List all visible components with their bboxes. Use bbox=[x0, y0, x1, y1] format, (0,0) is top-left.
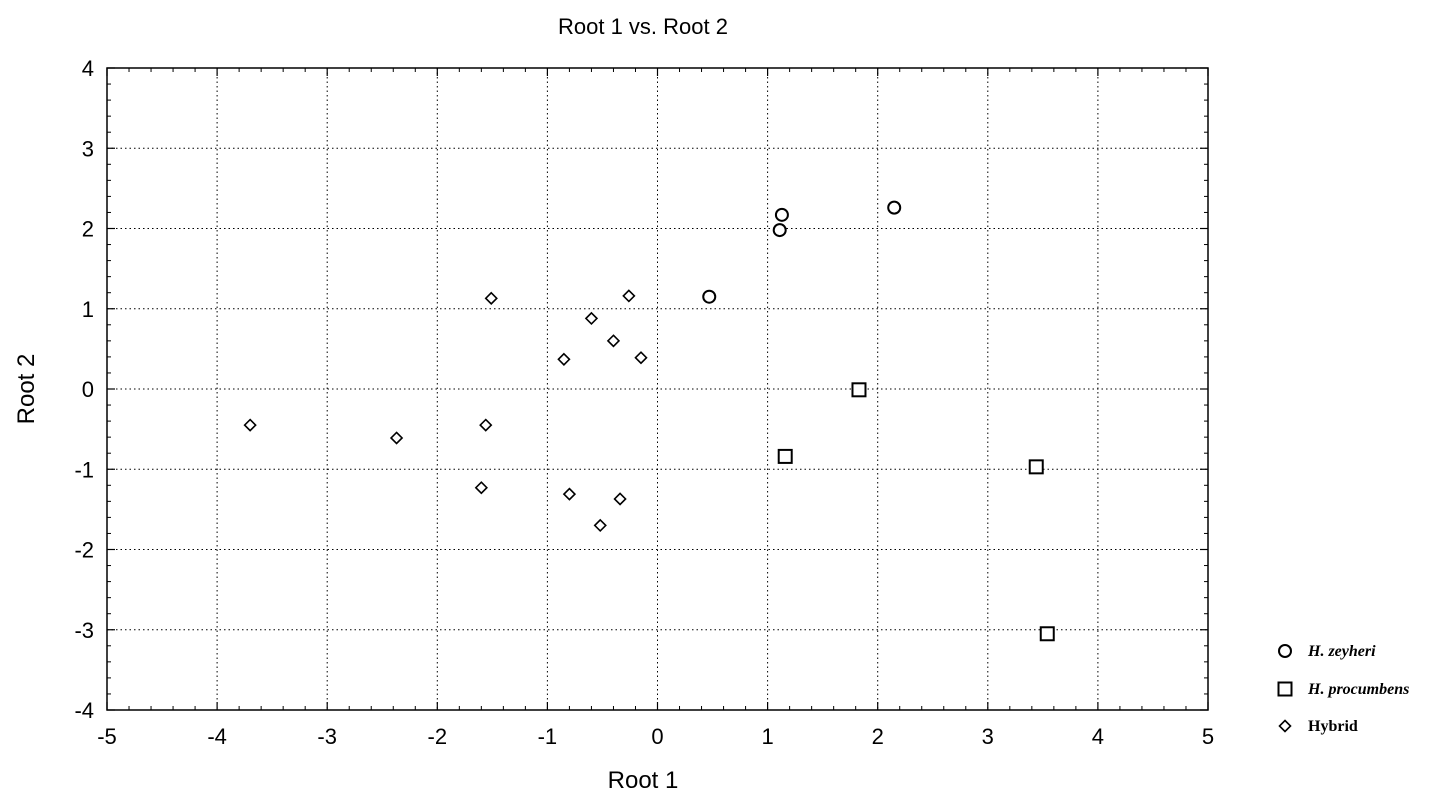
x-tick-label: -4 bbox=[207, 724, 227, 749]
square-point bbox=[777, 448, 793, 464]
y-tick-label: 0 bbox=[82, 377, 94, 402]
y-tick-label: -4 bbox=[74, 698, 94, 723]
diamond-point bbox=[562, 487, 577, 501]
y-tick-label: 2 bbox=[82, 217, 94, 242]
y-tick-label: 1 bbox=[82, 297, 94, 322]
chart-title: Root 1 vs. Root 2 bbox=[558, 14, 728, 39]
y-axis-tick-labels: -4 -3 -2 -1 0 1 2 3 4 bbox=[74, 56, 94, 723]
x-axis-tick-labels: -5 -4 -3 -2 -1 0 1 2 3 4 5 bbox=[97, 724, 1214, 749]
series-circle bbox=[702, 200, 902, 304]
legend-marker-diamond bbox=[1278, 719, 1292, 733]
diamond-point bbox=[622, 289, 636, 303]
series-square bbox=[777, 382, 1055, 642]
x-tick-label: 5 bbox=[1202, 724, 1214, 749]
circle-point bbox=[887, 200, 902, 215]
square-point bbox=[851, 382, 867, 398]
x-tick-label: 0 bbox=[651, 724, 663, 749]
y-tick-label: 3 bbox=[82, 136, 94, 161]
x-tick-label: -2 bbox=[428, 724, 448, 749]
legend-item: H. zeyheri bbox=[1278, 643, 1376, 660]
legend-item: Hybrid bbox=[1278, 718, 1358, 735]
series-diamond bbox=[243, 289, 648, 533]
legend-item: H. procumbens bbox=[1277, 681, 1409, 698]
square-point bbox=[1028, 459, 1044, 475]
grid bbox=[107, 68, 1208, 710]
x-tick-label: -3 bbox=[317, 724, 337, 749]
diamond-point bbox=[479, 418, 493, 432]
diamond-point bbox=[557, 352, 571, 366]
x-tick-label: 1 bbox=[761, 724, 773, 749]
y-axis-title: Root 2 bbox=[13, 354, 40, 425]
y-tick-label: -3 bbox=[74, 618, 94, 643]
diamond-point bbox=[593, 518, 607, 533]
circle-point bbox=[702, 289, 717, 304]
diamond-point bbox=[606, 334, 621, 348]
y-tick-label: -2 bbox=[74, 538, 94, 563]
x-tick-label: -1 bbox=[538, 724, 558, 749]
diamond-point bbox=[634, 351, 648, 365]
legend-marker-circle bbox=[1278, 644, 1292, 658]
x-tick-label: -5 bbox=[97, 724, 117, 749]
x-tick-label: 4 bbox=[1092, 724, 1104, 749]
diamond-point bbox=[613, 492, 627, 506]
diamond-point bbox=[584, 311, 599, 326]
diamond-point bbox=[243, 418, 257, 432]
square-point bbox=[1039, 626, 1055, 642]
legend-label: Hybrid bbox=[1308, 718, 1358, 735]
plot-frame bbox=[106, 67, 1209, 711]
x-tick-label: 3 bbox=[982, 724, 994, 749]
legend-marker-square bbox=[1277, 681, 1293, 697]
y-tick-label: 4 bbox=[82, 56, 94, 81]
x-tick-label: 2 bbox=[872, 724, 884, 749]
y-tick-label: -1 bbox=[74, 457, 94, 482]
diamond-point bbox=[389, 431, 404, 445]
legend-label: H. zeyheri bbox=[1307, 643, 1376, 660]
data-points bbox=[243, 200, 1055, 642]
legend-label: H. procumbens bbox=[1307, 681, 1409, 698]
legend: H. zeyheri H. procumbens Hybrid bbox=[1277, 643, 1409, 735]
x-axis-title: Root 1 bbox=[608, 767, 679, 792]
diamond-point bbox=[484, 291, 498, 305]
circle-point bbox=[772, 223, 787, 238]
diamond-point bbox=[474, 481, 488, 495]
circle-point bbox=[774, 207, 789, 222]
